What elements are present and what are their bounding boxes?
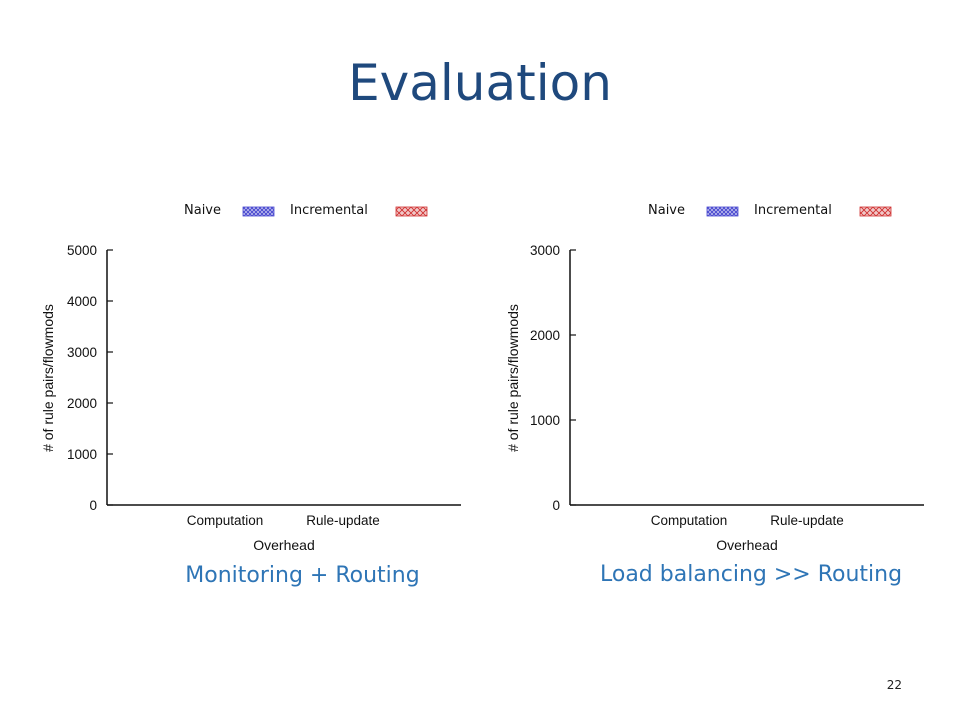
y-tick-label: 1000 [530, 413, 560, 428]
y-axis-title: # of rule pairs/flowmods [40, 304, 56, 452]
legend-swatch-naive [706, 206, 739, 217]
y-tick-label: 0 [552, 498, 560, 513]
y-tick-label: 4000 [67, 294, 97, 309]
x-tick-label: Computation [651, 513, 728, 528]
x-tick-label: Rule-update [770, 513, 844, 528]
chart-caption-monitoring: Monitoring + Routing [185, 563, 420, 588]
x-axis-title: Overhead [716, 537, 777, 553]
legend-label-naive: Naive [184, 203, 221, 218]
legend-label-incremental: Incremental [754, 203, 832, 218]
x-axis-title: Overhead [253, 537, 314, 553]
legend-swatch-incremental [395, 206, 428, 217]
y-axis-title: # of rule pairs/flowmods [505, 304, 521, 452]
slide-number: 22 [886, 678, 902, 692]
y-tick-label: 5000 [67, 243, 97, 258]
legend-label-incremental: Incremental [290, 203, 368, 218]
slide-title: Evaluation [348, 54, 612, 112]
y-tick-label: 0 [89, 498, 97, 513]
y-tick-label: 3000 [530, 243, 560, 258]
y-tick-label: 2000 [530, 328, 560, 343]
legend-label-naive: Naive [648, 203, 685, 218]
chart-caption-load-balancing: Load balancing >> Routing [600, 562, 903, 587]
legend-swatch-naive [242, 206, 275, 217]
y-tick-label: 1000 [67, 447, 97, 462]
legend-swatch-incremental [859, 206, 892, 217]
chart-load-balancing-routing: Naive Incremental 0 1000 2000 3000 Computat… [505, 203, 924, 553]
x-tick-label: Rule-update [306, 513, 380, 528]
y-tick-label: 2000 [67, 396, 97, 411]
x-tick-label: Computation [187, 513, 264, 528]
chart-monitoring-routing: Naive Incremental 010002000300040005000 … [40, 203, 461, 553]
y-tick-label: 3000 [67, 345, 97, 360]
